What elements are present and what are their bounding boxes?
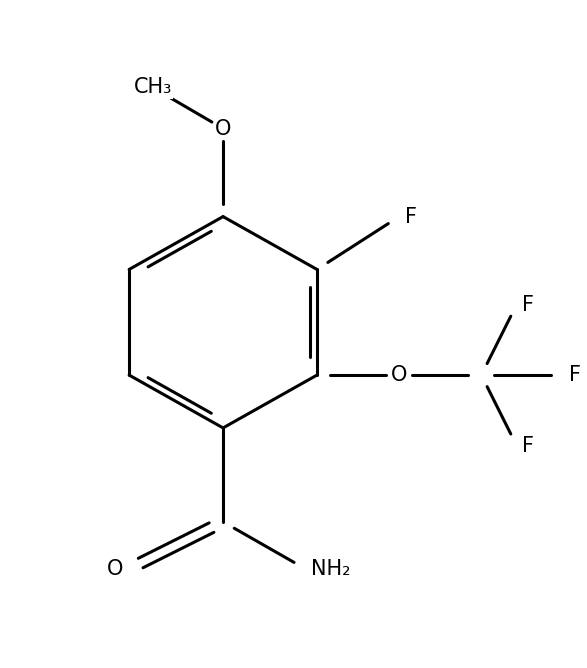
Text: F: F (522, 295, 534, 315)
Text: O: O (391, 365, 407, 385)
Text: O: O (107, 559, 123, 578)
Text: NH₂: NH₂ (311, 559, 351, 578)
Text: F: F (405, 206, 417, 226)
Text: CH₃: CH₃ (133, 77, 172, 98)
Text: F: F (569, 365, 581, 385)
Text: O: O (215, 118, 231, 138)
Text: F: F (522, 436, 534, 456)
